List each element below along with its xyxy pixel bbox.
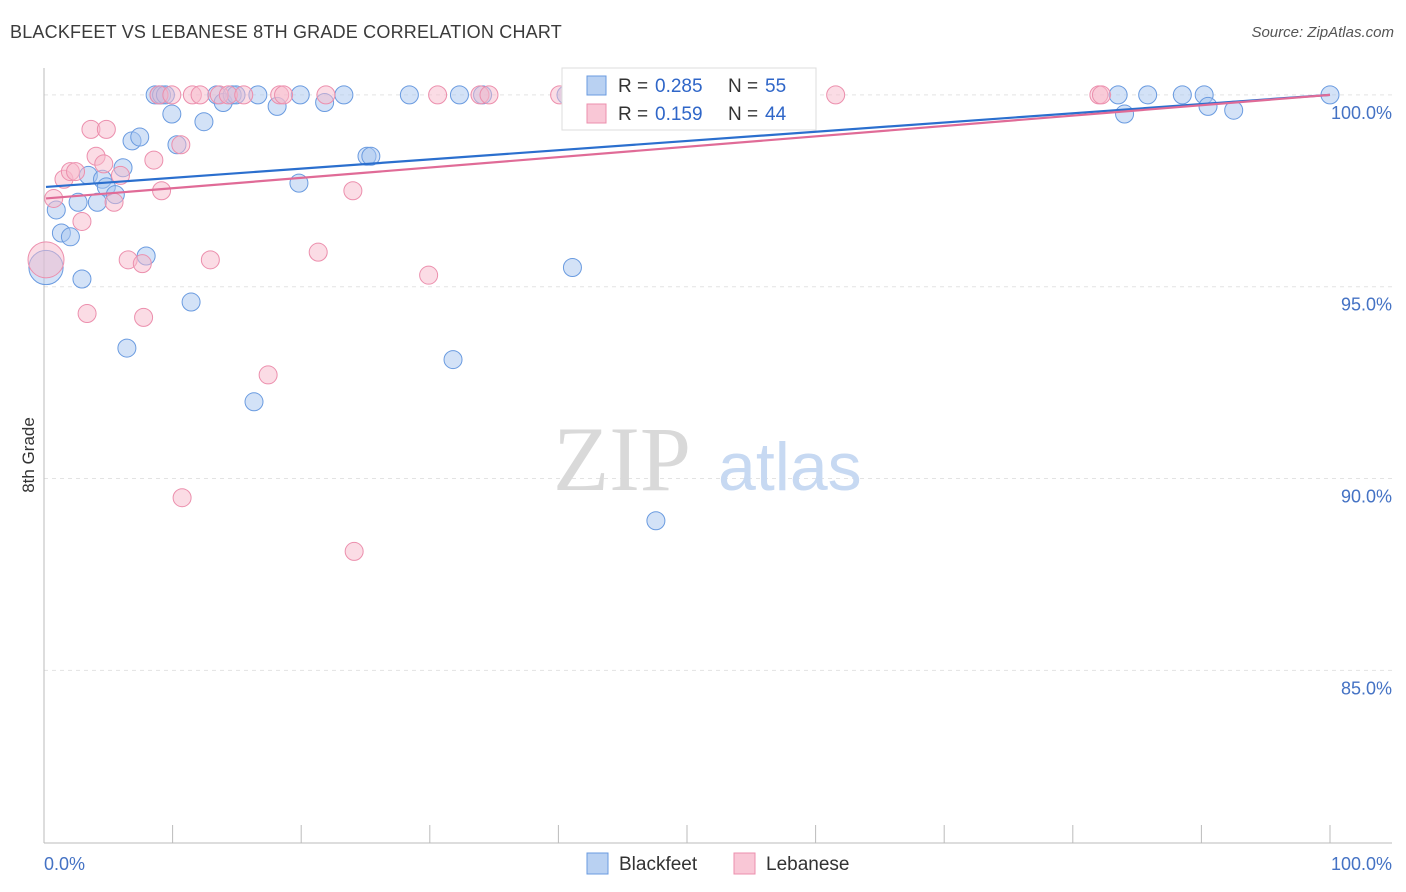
watermark-atlas: atlas <box>718 429 862 505</box>
x-tick-label-left: 0.0% <box>44 854 85 874</box>
lebanese-point <box>152 181 172 201</box>
blackfeet-point <box>1108 85 1128 105</box>
blackfeet-point <box>181 292 201 312</box>
blackfeet-point <box>449 85 469 105</box>
blackfeet-point <box>244 392 264 412</box>
y-tick-label: 95.0% <box>1341 295 1392 315</box>
lebanese-point <box>110 165 130 185</box>
x-ticks <box>43 825 1331 843</box>
lebanese-point <box>77 304 97 324</box>
lebanese-point <box>27 241 65 279</box>
blackfeet-point <box>443 350 463 370</box>
blackfeet-point <box>290 85 310 105</box>
x-tick-label-right: 100.0% <box>1331 854 1392 874</box>
blackfeet-point <box>194 112 214 132</box>
lebanese-point <box>66 162 86 182</box>
lebanese-point <box>171 135 191 155</box>
blackfeet-point <box>68 192 88 212</box>
blackfeet-point <box>162 104 182 124</box>
lebanese-point <box>419 265 439 285</box>
blackfeet-point <box>646 511 666 531</box>
series-legend: Blackfeet Lebanese <box>586 852 849 875</box>
lebanese-point <box>1091 85 1111 105</box>
y-tick-label: 85.0% <box>1341 678 1392 698</box>
lebanese-point <box>162 85 182 105</box>
lebanese-point <box>96 119 116 139</box>
blackfeet-point <box>1198 96 1218 116</box>
lebanese-point <box>308 242 328 262</box>
blackfeet-point <box>60 227 80 247</box>
series-legend-swatch-lebanese <box>733 852 756 875</box>
blackfeet-point <box>399 85 419 105</box>
legend-n-label-lebanese: N = <box>728 104 758 125</box>
source-credit: Source: ZipAtlas.com <box>1251 24 1394 41</box>
legend-n-value-blackfeet: 55 <box>765 76 786 97</box>
y-tick-label: 100.0% <box>1331 103 1392 123</box>
series-legend-swatch-blackfeet <box>586 852 609 875</box>
legend-n-label-blackfeet: N = <box>728 76 758 97</box>
gridlines <box>44 94 1392 671</box>
legend-swatch-blackfeet <box>586 75 607 96</box>
lebanese-point <box>190 85 210 105</box>
blackfeet-point <box>361 146 381 166</box>
legend-swatch-lebanese <box>586 103 607 124</box>
lebanese-point <box>274 85 294 105</box>
lebanese-point <box>316 85 336 105</box>
blackfeet-point <box>72 269 92 289</box>
lebanese-point <box>94 154 114 174</box>
blackfeet-point <box>117 338 137 358</box>
lebanese-point <box>134 307 154 327</box>
chart-title: BLACKFEET VS LEBANESE 8TH GRADE CORRELAT… <box>10 22 562 42</box>
lebanese-point <box>826 85 846 105</box>
stats-legend: R = 0.285 N = 55 R = 0.159 N = 44 <box>561 67 817 131</box>
y-axis-title: 8th Grade <box>19 417 38 493</box>
legend-r-value-lebanese: 0.159 <box>655 104 703 125</box>
lebanese-point <box>428 85 448 105</box>
lebanese-point <box>344 541 364 561</box>
blackfeet-point <box>130 127 150 147</box>
lebanese-point <box>132 254 152 274</box>
lebanese-point <box>172 488 192 508</box>
lebanese-point <box>72 211 92 231</box>
lebanese-point <box>343 181 363 201</box>
lebanese-point <box>104 192 124 212</box>
lebanese-point <box>144 150 164 170</box>
legend-r-value-blackfeet: 0.285 <box>655 76 703 97</box>
lebanese-points <box>27 85 1111 561</box>
blackfeet-trend-line <box>45 93 1331 189</box>
blackfeet-point <box>1115 104 1135 124</box>
watermark-zip: ZIP <box>553 408 691 510</box>
series-legend-label-lebanese: Lebanese <box>766 854 849 875</box>
lebanese-point <box>479 85 499 105</box>
lebanese-point <box>258 365 278 385</box>
y-tick-labels: 100.0% 95.0% 90.0% 85.0% <box>1331 103 1392 698</box>
blackfeet-point <box>562 258 582 278</box>
lebanese-point <box>200 250 220 270</box>
series-legend-label-blackfeet: Blackfeet <box>619 854 698 875</box>
blackfeet-point <box>334 85 354 105</box>
blackfeet-point <box>1172 85 1192 105</box>
blackfeet-point <box>1138 85 1158 105</box>
lebanese-trend-line <box>45 93 1331 200</box>
legend-r-label-blackfeet: R = <box>618 76 648 97</box>
y-tick-label: 90.0% <box>1341 487 1392 507</box>
legend-n-value-lebanese: 44 <box>765 104 787 125</box>
legend-r-label-lebanese: R = <box>618 104 648 125</box>
lebanese-point <box>234 85 254 105</box>
